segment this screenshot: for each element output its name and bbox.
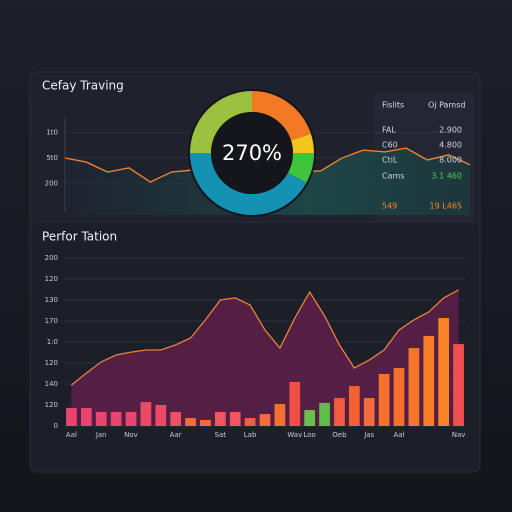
table-cell: 549 [382,202,397,211]
bar [289,381,301,426]
y-tick-label: 140 [45,380,58,388]
bar [319,402,330,426]
y-tick-label: 130 [45,296,58,304]
y-tick-label: 170 [45,317,58,325]
table-cell: 4.800 [439,141,462,150]
bar [393,368,405,426]
bar [378,373,390,426]
y-tick-label: 1:0 [47,338,58,346]
bar [110,411,122,426]
table-cell: C60 [382,141,398,150]
table-header: Fislits [382,101,404,110]
bar [259,414,271,426]
donut-segment [287,153,314,183]
bar [408,348,420,426]
y-tick-label: 1t0 [46,129,58,137]
donut-center-label: 270% [222,141,282,165]
x-tick-label: Aal [66,431,77,439]
x-tick-label: Lab [244,431,257,439]
x-tick-label: Aal [393,431,404,439]
bar [423,335,435,426]
y-tick-label: 5t0 [46,154,58,162]
x-tick-label: Oeb [332,431,347,439]
donut-segment [290,133,314,153]
bar [95,411,107,426]
x-tick-label: Nov [124,431,138,439]
area [71,289,459,426]
y-tick-label: 0 [54,422,58,430]
bar [140,402,152,426]
bar [304,410,316,426]
table-cell: 8.000 [439,156,462,165]
bar [170,411,182,426]
x-tick-label: Jas [363,431,374,439]
bar [274,403,286,426]
bar [229,411,241,426]
table-cell: Cams [382,172,404,181]
bar [200,419,211,426]
bar [214,411,226,426]
x-tick-label: Sat [215,431,227,439]
table-cell: 3.1 460 [431,172,462,181]
x-tick-label: Wav [287,431,302,439]
bar [125,411,137,426]
bar [348,386,360,426]
bar [80,407,92,426]
x-tick-label: Loo [303,431,315,439]
chart-title: Perfor Tation [42,230,117,244]
table-cell: 2.900 [439,126,462,135]
y-tick-label: 120 [45,401,58,409]
bar [155,405,167,426]
bar [66,407,77,426]
y-tick-label: 200 [45,180,58,188]
bar [185,418,196,426]
y-tick-label: 120 [45,275,58,283]
bar [244,418,256,426]
x-tick-label: Jan [95,431,107,439]
donut-hole [211,112,293,194]
donut-segment [190,153,307,215]
x-tick-label: Aar [170,431,182,439]
donut-segment [252,91,311,141]
chart-title: Cefay Traving [42,79,124,93]
bar [453,344,464,426]
bar [334,398,345,426]
table-cell: 19 L465 [430,202,462,211]
table-header: Oj Pamsd [428,101,465,110]
bar [363,398,375,426]
y-tick-label: 200 [45,254,58,262]
donut-segment [190,91,252,153]
area-line [70,289,459,386]
table-cell: FAL [382,126,396,135]
table-cell: CtiL [382,156,398,165]
y-tick-label: 120 [45,359,58,367]
x-tick-label: Nav [452,431,466,439]
bar [438,318,450,426]
